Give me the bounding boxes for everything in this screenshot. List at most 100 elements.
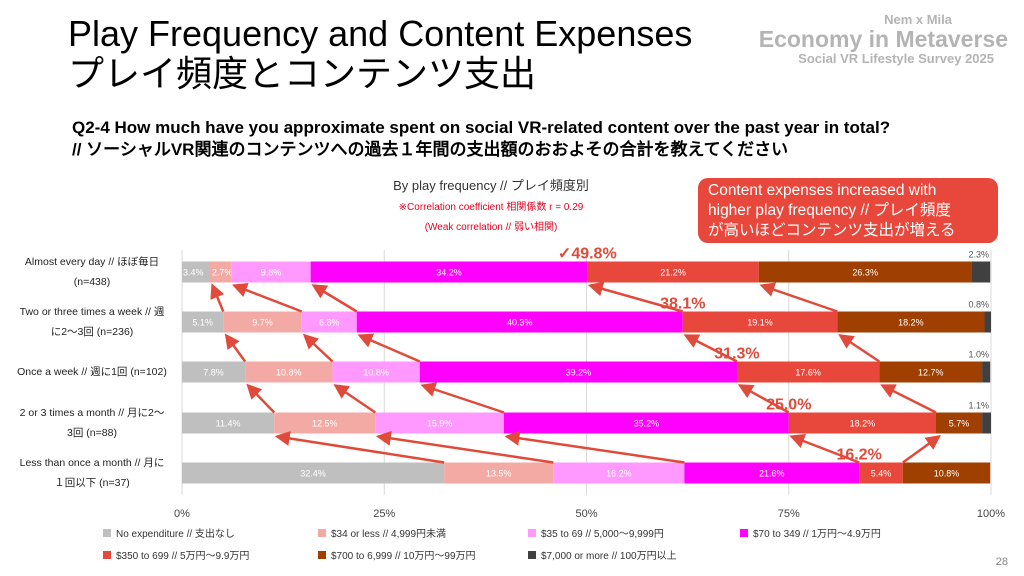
bar-segment bbox=[982, 412, 991, 434]
legend-swatch bbox=[528, 528, 536, 537]
data-label: 3.4% bbox=[183, 268, 204, 278]
highlight-total: 25.0% bbox=[766, 397, 811, 414]
data-label: 35.2% bbox=[634, 419, 660, 429]
data-label: 11.4% bbox=[216, 419, 241, 429]
category-label-line: (n=438) bbox=[73, 276, 111, 288]
legend-swatch bbox=[103, 528, 111, 537]
legend-swatch bbox=[740, 528, 748, 537]
data-label: 21.6% bbox=[759, 469, 785, 479]
data-label: 21.2% bbox=[660, 268, 686, 278]
callout-line: higher play frequency // プレイ頻度 bbox=[708, 202, 951, 219]
legend-item: $700 to 6,999 // 10万円〜99万円 bbox=[318, 547, 476, 562]
category-label-line: １回以下 (n=37) bbox=[54, 477, 130, 489]
legend-label: $35 to 69 // 5,000〜9,999円 bbox=[541, 529, 664, 540]
highlight-total: 16.2% bbox=[836, 447, 881, 464]
data-label: 10.8% bbox=[276, 368, 302, 378]
data-label: 40.3% bbox=[507, 318, 533, 328]
bar-segment bbox=[758, 261, 972, 283]
data-label: 1.1% bbox=[968, 401, 989, 411]
legend-label: $7,000 or more // 100万円以上 bbox=[541, 551, 677, 562]
title-ja: プレイ頻度とコンテンツ支出 bbox=[68, 53, 537, 94]
category-label-line: に2〜3回 (n=236) bbox=[50, 326, 134, 338]
bar-segment bbox=[788, 412, 936, 434]
data-label: 34.2% bbox=[436, 268, 462, 278]
bar-segment bbox=[182, 261, 210, 283]
data-label: 12.5% bbox=[312, 419, 338, 429]
bar-segment bbox=[682, 311, 838, 333]
bar-segment bbox=[553, 462, 685, 484]
category-label: Almost every day // ほぼ毎日 (n=438) bbox=[4, 252, 180, 292]
data-label: 16.2% bbox=[606, 469, 632, 479]
chart-subtitle: By play frequency // プレイ頻度別 bbox=[393, 178, 589, 193]
legend-item: No expenditure // 支出なし bbox=[103, 525, 235, 540]
category-label: Less than once a month // 月に １回以下 (n=37) bbox=[4, 453, 180, 493]
data-label: 1.0% bbox=[968, 350, 989, 360]
bar-segment bbox=[684, 462, 860, 484]
trend-arrow bbox=[224, 333, 247, 363]
data-label: 9.8% bbox=[261, 268, 282, 278]
brand-line: Nem x Mila bbox=[884, 12, 952, 27]
category-label-line: 2 or 3 times a month // 月に2〜 bbox=[19, 407, 165, 419]
callout-line: Content expenses increased with bbox=[708, 182, 937, 199]
category-label-line: Almost every day // ほぼ毎日 bbox=[24, 256, 160, 268]
trend-arrow bbox=[311, 284, 358, 313]
category-label: Two or three times a week // 週に2〜3回 (n=2… bbox=[4, 302, 180, 342]
bar-segment bbox=[274, 412, 376, 434]
trend-arrow bbox=[789, 434, 860, 464]
data-label: 13.5% bbox=[486, 469, 512, 479]
x-tick-label: 50% bbox=[575, 508, 597, 520]
question: Q2-4 How much have you approximate spent… bbox=[72, 117, 890, 161]
title-en: Play Frequency and Content Expenses bbox=[68, 13, 693, 54]
trend-arrow bbox=[274, 431, 445, 464]
x-tick-label: 75% bbox=[778, 508, 800, 520]
bar-segment bbox=[587, 261, 759, 283]
page-number: 28 bbox=[995, 556, 1008, 568]
category-label-line: Less than once a month // 月に bbox=[19, 457, 165, 469]
legend-label: $700 to 6,999 // 10万円〜99万円 bbox=[331, 551, 476, 562]
bar-segment bbox=[182, 361, 246, 383]
bar-segment bbox=[375, 412, 504, 434]
bar-segment bbox=[182, 412, 275, 434]
data-label: 9.7% bbox=[252, 318, 273, 328]
highlight-total: ✓49.8% bbox=[558, 246, 617, 263]
legend-swatch bbox=[103, 550, 111, 559]
question-ja: // ソーシャルVR関連のコンテンツへの過去１年間の支出額のおおよその合計を教え… bbox=[72, 140, 789, 159]
legend-label: $70 to 349 // 1万円〜4.9万円 bbox=[753, 529, 881, 540]
bar-segment bbox=[419, 361, 737, 383]
data-label: 0.8% bbox=[968, 300, 989, 310]
data-label: 19.1% bbox=[747, 318, 773, 328]
category-label: 2 or 3 times a month // 月に2〜 3回 (n=88) bbox=[4, 403, 180, 443]
legend-swatch bbox=[318, 550, 326, 559]
bar-segment bbox=[245, 361, 333, 383]
trend-arrow bbox=[902, 435, 942, 464]
category-label-line: Two or three times a week // 週 bbox=[19, 306, 165, 318]
x-tick-label: 0% bbox=[174, 508, 190, 520]
legend-label: $350 to 699 // 5万円〜9.9万円 bbox=[116, 551, 250, 562]
trend-arrow bbox=[210, 283, 225, 312]
legend-item: $70 to 349 // 1万円〜4.9万円 bbox=[740, 525, 881, 540]
highlight-total: 38.1% bbox=[660, 296, 705, 313]
data-label: 5.1% bbox=[192, 318, 213, 328]
bar-segment bbox=[879, 361, 983, 383]
trend-arrow bbox=[302, 333, 334, 363]
correlation-coef: ※Correlation coefficient 相関係数 r = 0.29 bbox=[398, 202, 584, 213]
callout-line: が高いほどコンテンツ支出が増える bbox=[708, 222, 956, 239]
bar-segment bbox=[209, 261, 232, 283]
trend-arrow bbox=[838, 334, 881, 363]
x-tick-label: 100% bbox=[977, 508, 1005, 520]
data-label: 2.7% bbox=[212, 268, 233, 278]
brand-line: Social VR Lifestyle Survey 2025 bbox=[798, 51, 994, 66]
trend-arrow bbox=[759, 282, 838, 313]
trend-arrow bbox=[587, 281, 684, 313]
bar-segment bbox=[902, 462, 991, 484]
correlation-note: ※Correlation coefficient 相関係数 r = 0.29 (… bbox=[386, 198, 596, 238]
data-label: 6.8% bbox=[319, 318, 340, 328]
bar-segment bbox=[182, 462, 445, 484]
bar-segment bbox=[859, 462, 903, 484]
trend-arrow bbox=[232, 283, 303, 313]
data-label: 18.2% bbox=[850, 419, 876, 429]
bar-segment bbox=[356, 311, 683, 333]
brand-logo: Nem x Mila Economy in Metaverse Social V… bbox=[759, 12, 1008, 66]
data-label: 15.9% bbox=[427, 419, 453, 429]
data-label: 5.7% bbox=[949, 419, 970, 429]
